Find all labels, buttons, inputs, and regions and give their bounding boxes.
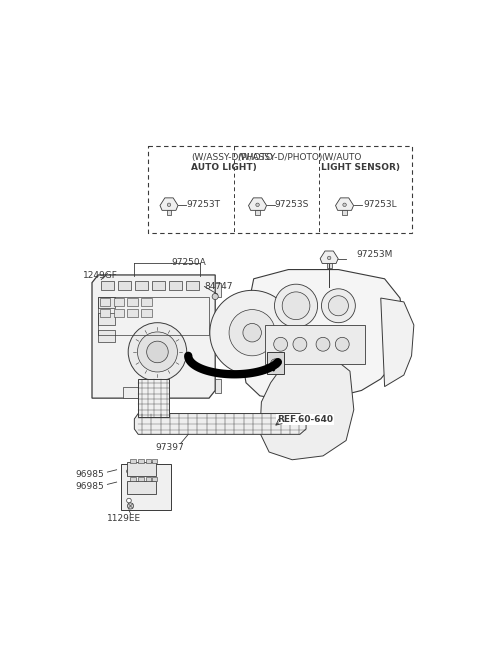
Polygon shape [92, 275, 215, 398]
Bar [101, 281, 114, 290]
Circle shape [293, 337, 307, 351]
Polygon shape [249, 198, 266, 210]
Bar [100, 298, 110, 306]
Circle shape [282, 292, 310, 320]
Circle shape [316, 337, 330, 351]
Bar [114, 298, 124, 306]
Bar [146, 459, 151, 463]
Circle shape [127, 503, 133, 509]
Polygon shape [167, 210, 171, 214]
Bar [186, 281, 199, 290]
Polygon shape [327, 263, 332, 268]
Circle shape [274, 337, 288, 351]
Bar [267, 352, 284, 373]
Text: (W/ASSY-D/PHOTO: (W/ASSY-D/PHOTO [192, 153, 273, 162]
Bar [127, 462, 156, 476]
Bar [169, 281, 182, 290]
Polygon shape [381, 298, 414, 386]
Text: REF.60-640: REF.60-640 [277, 415, 333, 424]
Bar [123, 386, 154, 398]
Text: 97250A: 97250A [171, 258, 206, 267]
Bar [127, 481, 156, 495]
Text: 97397: 97397 [155, 443, 184, 452]
Bar [146, 477, 151, 481]
Text: 97253T: 97253T [186, 200, 220, 208]
Polygon shape [260, 356, 354, 460]
Text: (W/AUTO: (W/AUTO [322, 153, 362, 162]
Text: 97253L: 97253L [363, 200, 396, 208]
Circle shape [322, 289, 355, 323]
Circle shape [127, 469, 131, 474]
Bar [215, 283, 221, 297]
Bar [138, 477, 144, 481]
Circle shape [327, 256, 331, 259]
Bar [118, 281, 131, 290]
Bar [152, 281, 165, 290]
Circle shape [271, 359, 280, 368]
Circle shape [275, 284, 318, 328]
Circle shape [256, 203, 259, 206]
Polygon shape [336, 198, 354, 210]
Bar [141, 309, 152, 316]
Bar [127, 309, 138, 316]
Polygon shape [320, 251, 338, 263]
Circle shape [229, 310, 275, 356]
Polygon shape [138, 379, 169, 417]
Bar [114, 309, 124, 316]
Bar [265, 325, 365, 364]
Bar [152, 477, 157, 481]
Circle shape [336, 337, 349, 351]
Text: AUTO LIGHT): AUTO LIGHT) [192, 162, 257, 172]
Polygon shape [255, 210, 260, 214]
Circle shape [210, 290, 295, 375]
Circle shape [343, 203, 346, 206]
Bar [98, 314, 115, 325]
Bar [127, 298, 138, 306]
Text: (W/ASSY-D/PHOTO): (W/ASSY-D/PHOTO) [238, 153, 323, 162]
Text: 97253S: 97253S [275, 200, 309, 208]
Text: 97253M: 97253M [356, 250, 393, 259]
Bar [152, 459, 157, 463]
Bar [98, 330, 115, 342]
Bar [121, 464, 171, 510]
Text: 1129EE: 1129EE [108, 514, 142, 523]
Text: 96985: 96985 [75, 470, 104, 479]
Bar [131, 459, 136, 463]
Circle shape [167, 203, 171, 206]
Bar [138, 459, 144, 463]
Bar [131, 477, 136, 481]
Bar [98, 297, 115, 308]
Bar [98, 297, 209, 335]
Circle shape [127, 498, 131, 503]
Bar [135, 281, 148, 290]
Polygon shape [242, 270, 404, 400]
Bar [100, 309, 110, 316]
Circle shape [243, 324, 262, 342]
Circle shape [137, 332, 178, 372]
Polygon shape [134, 413, 306, 434]
Circle shape [147, 341, 168, 363]
Circle shape [128, 323, 187, 381]
Bar [215, 379, 221, 393]
Polygon shape [160, 198, 178, 210]
Circle shape [328, 296, 348, 316]
Text: 96985: 96985 [75, 482, 104, 491]
Circle shape [212, 293, 218, 299]
Text: 1249GF: 1249GF [83, 271, 118, 280]
Bar [141, 298, 152, 306]
Polygon shape [342, 210, 347, 214]
Text: LIGHT SENSOR): LIGHT SENSOR) [322, 162, 400, 172]
Text: 84747: 84747 [204, 282, 233, 291]
